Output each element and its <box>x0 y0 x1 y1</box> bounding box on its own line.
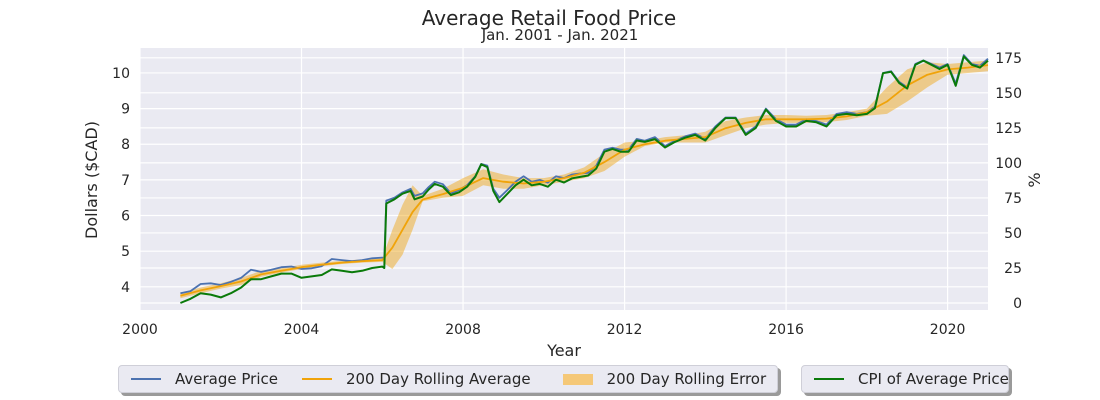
x-tick-label: 2004 <box>284 322 320 338</box>
y2-axis-label: % <box>1025 172 1044 187</box>
chart-subtitle: Jan. 2001 - Jan. 2021 <box>481 26 639 44</box>
x-tick-label: 2000 <box>122 322 158 338</box>
legend-item-rolling-error: 200 Day Rolling Error <box>562 370 767 388</box>
y-tick-label: 10 <box>112 66 130 82</box>
y2-tick-label: 175 <box>995 51 1022 67</box>
legend-label-average-price: Average Price <box>175 370 278 388</box>
legend-swatch-cpi <box>814 378 844 380</box>
x-axis-ticks: 2000 2004 2008 2012 2016 2020 <box>122 322 965 338</box>
legend-label-cpi: CPI of Average Price <box>858 370 1009 388</box>
y-tick-label: 5 <box>121 244 130 260</box>
series-cpi <box>180 55 989 304</box>
x-tick-label: 2016 <box>768 322 804 338</box>
y2-tick-label: 0 <box>1013 296 1022 312</box>
legend-item-average-price: Average Price <box>131 370 278 388</box>
legend-item-cpi: CPI of Average Price <box>814 370 1009 388</box>
y-tick-label: 7 <box>121 173 130 189</box>
x-axis-label: Year <box>546 341 581 360</box>
y-tick-label: 8 <box>121 137 130 153</box>
y-tick-label: 9 <box>121 102 130 118</box>
legend-label-rolling-error: 200 Day Rolling Error <box>606 370 767 388</box>
series-rolling-average <box>180 64 989 297</box>
y-axis-ticks: 4 5 6 7 8 9 10 <box>112 66 130 296</box>
y2-tick-label: 100 <box>995 156 1022 172</box>
y2-tick-label: 75 <box>1004 191 1022 207</box>
legend-label-rolling-average: 200 Day Rolling Average <box>345 370 531 388</box>
legend-swatch-average-price <box>131 378 161 380</box>
x-tick-label: 2012 <box>607 322 643 338</box>
y-axis-label: Dollars ($CAD) <box>82 121 101 239</box>
legend-main: Average Price 200 Day Rolling Average 20… <box>118 365 778 393</box>
x-tick-label: 2008 <box>445 322 481 338</box>
y2-tick-label: 125 <box>995 121 1022 137</box>
grid <box>139 48 988 310</box>
legend-item-rolling-average: 200 Day Rolling Average <box>301 370 531 388</box>
y2-tick-label: 25 <box>1004 261 1022 277</box>
legend-cpi: CPI of Average Price <box>801 365 1009 393</box>
y2-axis-ticks: 0 25 50 75 100 125 150 175 <box>995 51 1022 312</box>
series-lines <box>180 54 989 304</box>
y2-tick-label: 50 <box>1004 226 1022 242</box>
y-tick-label: 6 <box>121 209 130 225</box>
y2-tick-label: 150 <box>995 86 1022 102</box>
chart-title: Average Retail Food Price <box>422 6 676 30</box>
y-tick-label: 4 <box>121 280 130 296</box>
legend-swatch-rolling-error <box>562 373 593 385</box>
legend-swatch-rolling-average <box>301 378 332 380</box>
x-tick-label: 2020 <box>930 322 966 338</box>
